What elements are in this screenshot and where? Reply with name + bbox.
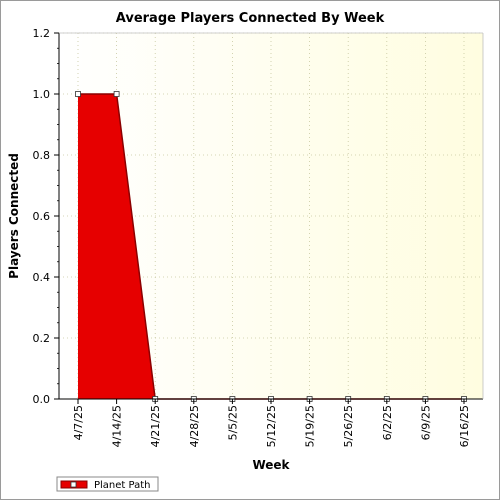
y-tick-label: 0.4 xyxy=(33,271,51,284)
y-tick-label: 0.2 xyxy=(33,332,51,345)
legend-label-planet-path: Planet Path xyxy=(94,480,151,491)
x-tick-label: 5/5/25 xyxy=(226,405,239,440)
y-axis-ticks: 0.0 0.2 0.4 0.6 0.8 1.0 1.2 xyxy=(33,27,59,406)
x-tick-label: 4/21/25 xyxy=(149,405,162,447)
data-point xyxy=(75,91,81,97)
y-axis-label: Players Connected xyxy=(7,153,21,279)
x-tick-label: 5/12/25 xyxy=(265,405,278,447)
y-tick-label: 1.2 xyxy=(33,27,51,40)
y-tick-label: 1.0 xyxy=(33,88,51,101)
chart-title: Average Players Connected By Week xyxy=(116,11,385,26)
x-tick-label: 4/28/25 xyxy=(188,405,201,447)
x-axis-label: Week xyxy=(252,458,290,472)
data-point xyxy=(113,91,120,97)
x-tick-label: 5/26/25 xyxy=(342,405,355,447)
x-tick-label: 6/9/25 xyxy=(419,405,432,440)
x-tick-label: 5/19/25 xyxy=(304,405,317,447)
legend: Planet Path xyxy=(56,476,159,492)
area-fill-planet-path xyxy=(78,94,464,399)
x-tick-label: 6/16/25 xyxy=(458,405,471,447)
legend-marker xyxy=(70,481,77,488)
y-tick-label: 0.6 xyxy=(33,210,51,223)
x-tick-label: 4/7/25 xyxy=(72,405,85,440)
y-tick-label: 0.8 xyxy=(33,149,51,162)
x-tick-label: 6/2/25 xyxy=(381,405,394,440)
x-axis-ticks: 4/7/25 4/14/25 4/21/25 4/28/25 5/5/25 5/12/25… xyxy=(72,399,471,447)
y-tick-label: 0.0 xyxy=(33,393,51,406)
x-tick-label: 4/14/25 xyxy=(111,405,124,447)
